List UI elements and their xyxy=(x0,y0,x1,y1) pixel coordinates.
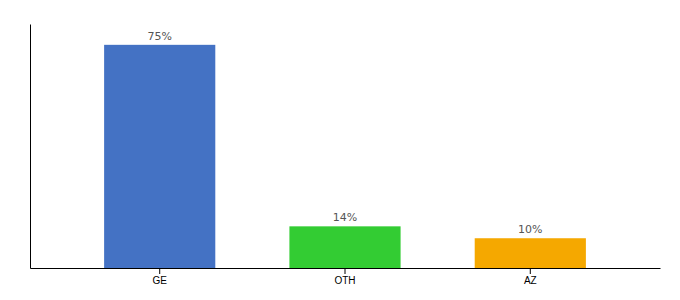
x-tick-mark xyxy=(345,268,346,274)
bar xyxy=(475,238,586,268)
x-axis: GE OTH AZ xyxy=(31,268,661,286)
x-tick: OTH xyxy=(334,268,355,286)
data-label: 10% xyxy=(518,223,542,236)
plot: GE OTH AZ 75% 14% 10% xyxy=(31,25,661,287)
y-axis xyxy=(30,25,31,269)
bar xyxy=(289,226,400,268)
x-tick-label: GE xyxy=(152,275,167,286)
y-axis-line xyxy=(30,25,31,269)
data-labels: 75% 14% 10% xyxy=(147,30,542,236)
x-tick-mark xyxy=(530,268,531,274)
x-tick-mark xyxy=(159,268,160,274)
x-tick: AZ xyxy=(524,268,537,286)
x-tick-label: OTH xyxy=(334,275,355,286)
data-label: 75% xyxy=(147,30,171,43)
chart: GE OTH AZ 75% 14% 10% xyxy=(0,0,680,300)
data-label: 14% xyxy=(333,211,357,224)
bar xyxy=(104,45,215,268)
x-tick-label: AZ xyxy=(524,275,537,286)
bars xyxy=(104,45,586,268)
x-tick: GE xyxy=(152,268,167,286)
